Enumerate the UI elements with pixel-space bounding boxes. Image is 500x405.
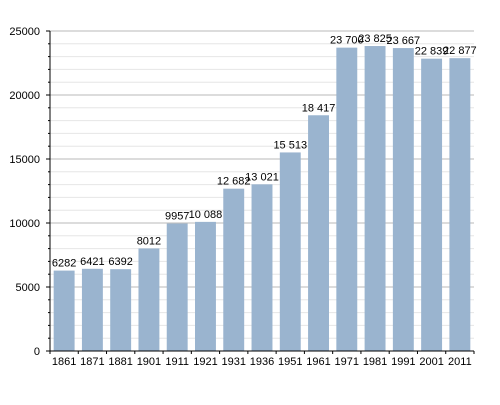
bar-value-label: 12 682 — [217, 176, 251, 188]
bar-value-label: 6392 — [108, 256, 132, 268]
x-tick-label: 1951 — [278, 356, 302, 368]
bar-value-label: 15 513 — [273, 139, 307, 151]
x-tick-label: 1981 — [363, 356, 387, 368]
y-tick-label: 20000 — [9, 90, 40, 102]
x-tick-label: 1921 — [193, 356, 217, 368]
y-tick-label: 10000 — [9, 218, 40, 230]
bar-value-label: 9957 — [165, 211, 189, 223]
axis-layer — [46, 30, 475, 354]
x-tick-label: 1991 — [391, 356, 415, 368]
x-tick-label: 1901 — [137, 356, 161, 368]
bar — [110, 269, 132, 351]
bar — [421, 58, 443, 352]
bar — [251, 184, 273, 351]
bar — [392, 48, 414, 351]
bar — [195, 221, 216, 351]
x-tick-label: 2011 — [448, 356, 472, 368]
y-tick-label: 0 — [34, 346, 40, 358]
x-tick-label: 1931 — [221, 356, 245, 368]
bar — [138, 248, 160, 351]
bar-value-label: 6282 — [52, 258, 76, 270]
y-tick-label: 5000 — [16, 282, 40, 294]
x-tick-label: 1881 — [108, 356, 132, 368]
bar-value-label: 10 088 — [189, 209, 223, 221]
bar — [53, 270, 75, 351]
x-tick-label: 1911 — [165, 356, 189, 368]
x-tick-label: 1971 — [335, 356, 359, 368]
x-tick-label: 2001 — [419, 356, 443, 368]
bar — [449, 58, 471, 351]
bar — [223, 188, 245, 351]
bar — [308, 115, 329, 352]
bars-layer — [53, 46, 471, 352]
y-tick-label: 15000 — [9, 154, 40, 166]
bar — [279, 152, 301, 351]
bar-value-label: 6421 — [80, 256, 104, 268]
bar-value-label: 22 877 — [443, 45, 477, 57]
bar — [81, 268, 103, 351]
y-tick-label: 25000 — [9, 26, 40, 38]
bar — [166, 223, 188, 351]
bar-value-label: 13 021 — [245, 171, 279, 183]
bar-value-label: 22 839 — [415, 46, 449, 58]
bar-value-label: 23 667 — [387, 35, 421, 47]
x-tick-label: 1871 — [80, 356, 104, 368]
x-tick-label: 1961 — [306, 356, 330, 368]
label-layer: 0 5000 10000 15000 20000 25000 6282 1861 6421 187… — [9, 26, 476, 368]
bar — [364, 46, 386, 351]
bar-value-label: 8012 — [137, 235, 161, 247]
x-tick-label: 1936 — [250, 356, 274, 368]
x-tick-label: 1861 — [52, 356, 76, 368]
bar-value-label: 18 417 — [302, 102, 336, 114]
bar-value-label: 23 700 — [330, 35, 364, 47]
bar-value-label: 23 825 — [358, 33, 392, 45]
bar — [336, 47, 358, 351]
